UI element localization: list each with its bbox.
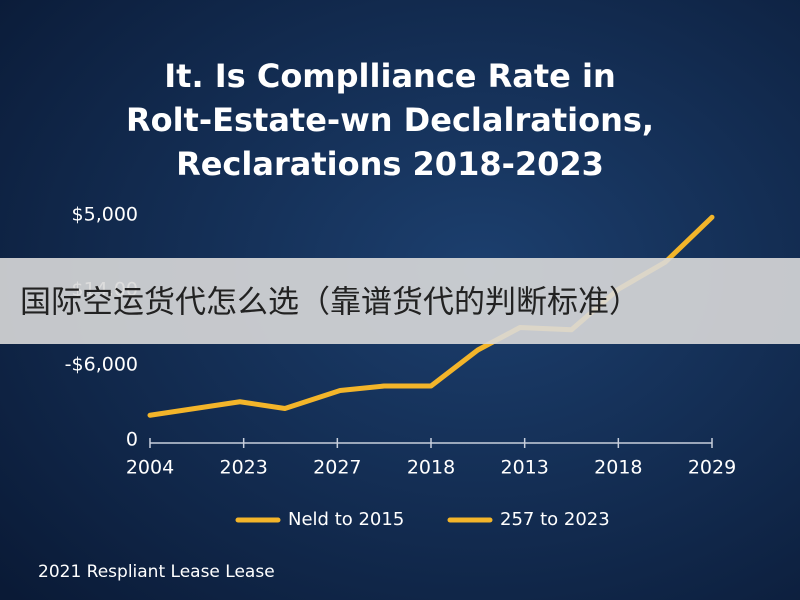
x-tick-label: 2018 <box>594 457 642 479</box>
title-line: It. Is Complliance Rate in <box>164 57 616 95</box>
overlay-banner <box>0 258 800 344</box>
legend-label: 257 to 2023 <box>500 509 610 530</box>
chart-title: It. Is Complliance Rate in Rolt-Estate-wn… <box>126 57 654 183</box>
x-tick-label: 2004 <box>126 457 174 479</box>
title-line: Reclarations 2018-2023 <box>176 145 604 183</box>
x-tick-label: 2018 <box>407 457 455 479</box>
footer: 2021 Respliant Lease Lease <box>38 562 275 582</box>
y-axis-label: 0 <box>126 429 138 451</box>
legend-label: Neld to 2015 <box>288 509 404 530</box>
x-tick-label: 2023 <box>219 457 267 479</box>
y-axis-label: -$6,000 <box>65 354 138 376</box>
x-tick-label: 2013 <box>500 457 548 479</box>
y-axis-label: $5,000 <box>72 204 138 226</box>
x-tick-label: 2027 <box>313 457 361 479</box>
title-line: Rolt-Estate-wn Declalrations, <box>126 101 654 139</box>
overlay-text: 国际空运货代怎么选（靠谱货代的判断标准） <box>20 285 640 321</box>
x-tick-label: 2029 <box>688 457 736 479</box>
